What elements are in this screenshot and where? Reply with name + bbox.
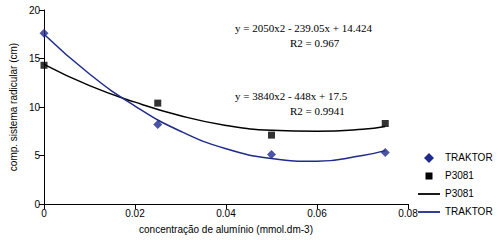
svg-text:0: 0: [34, 199, 40, 210]
svg-text:0.04: 0.04: [216, 208, 236, 219]
svg-text:0.02: 0.02: [125, 208, 145, 219]
svg-text:10: 10: [29, 102, 41, 113]
svg-text:comp. sistema radicular (cm): comp. sistema radicular (cm): [8, 43, 19, 171]
svg-text:5: 5: [34, 150, 40, 161]
svg-text:y = 2050x2 - 239.05x + 14.424: y = 2050x2 - 239.05x + 14.424: [235, 22, 373, 34]
svg-text:0.08: 0.08: [398, 208, 418, 219]
svg-text:0.06: 0.06: [307, 208, 327, 219]
svg-text:R2 = 0.967: R2 = 0.967: [290, 37, 340, 49]
svg-text:0: 0: [41, 208, 47, 219]
svg-text:20: 20: [29, 5, 41, 16]
svg-text:P3081: P3081: [445, 170, 474, 181]
svg-text:P3081: P3081: [445, 188, 474, 199]
svg-text:R2 = 0.9941: R2 = 0.9941: [290, 105, 345, 117]
svg-text:TRAKTOR: TRAKTOR: [445, 152, 493, 163]
svg-text:y = 3840x2 - 448x + 17.5: y = 3840x2 - 448x + 17.5: [235, 90, 348, 102]
svg-text:15: 15: [29, 53, 41, 64]
svg-text:concentração de alumínio (mmol: concentração de alumínio (mmol.dm-3): [139, 224, 313, 235]
svg-text:TRAKTOR: TRAKTOR: [445, 206, 493, 217]
